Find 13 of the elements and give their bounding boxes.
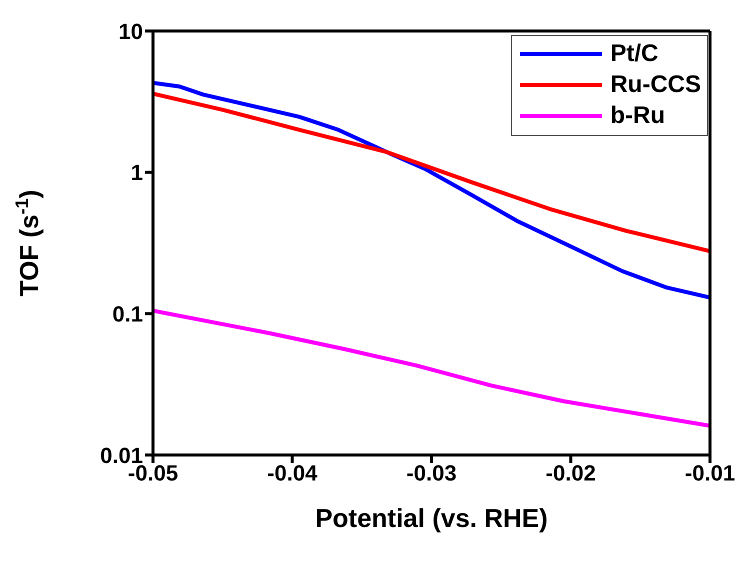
line-series xyxy=(153,92,710,254)
legend-label: Pt/C xyxy=(610,39,658,69)
line-series xyxy=(153,308,710,428)
y-tick-label: 1 xyxy=(130,160,143,186)
x-axis-title: Potential (vs. RHE) xyxy=(315,503,548,533)
y-tick-label: 10 xyxy=(118,18,143,44)
legend-label: b-Ru xyxy=(610,101,665,131)
x-tick-label: -0.03 xyxy=(406,460,457,486)
x-tick-label: -0.01 xyxy=(684,460,736,486)
x-tick-label: -0.02 xyxy=(546,460,596,486)
x-tick-label: -0.04 xyxy=(267,460,318,486)
y-tick-label: 0.1 xyxy=(112,301,143,326)
legend-label: Ru-CCS xyxy=(610,70,701,100)
